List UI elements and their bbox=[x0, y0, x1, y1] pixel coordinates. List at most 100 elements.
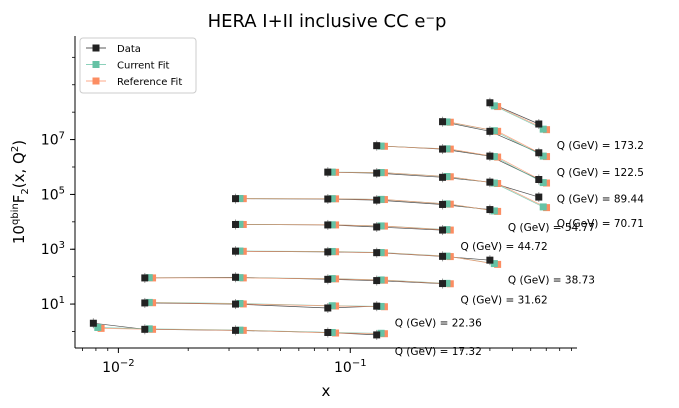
q-bin-label: Q (GeV) = 70.71 bbox=[557, 218, 644, 230]
reference-series-line bbox=[243, 250, 498, 265]
data-point bbox=[486, 127, 494, 135]
current-point bbox=[539, 152, 547, 160]
data-point bbox=[439, 118, 447, 126]
current-point bbox=[377, 168, 385, 176]
y-tick-label: 101 bbox=[41, 295, 65, 313]
current-point bbox=[145, 274, 153, 282]
current-point bbox=[328, 221, 336, 229]
legend-label: Data bbox=[117, 44, 141, 55]
current-point bbox=[377, 195, 385, 203]
current-point bbox=[377, 222, 385, 230]
q-bin-label: Q (GeV) = 22.36 bbox=[395, 317, 482, 329]
legend: Data Current Fit Reference Fit bbox=[79, 37, 197, 94]
q-bin-group: Q (GeV) = 54.77 bbox=[232, 193, 595, 234]
data-point bbox=[324, 304, 332, 312]
data-point bbox=[232, 247, 240, 255]
current-point bbox=[539, 125, 547, 133]
q-bin-label: Q (GeV) = 31.62 bbox=[461, 295, 548, 307]
data-point bbox=[373, 196, 381, 204]
reference-series-line bbox=[243, 198, 498, 212]
data-point bbox=[324, 248, 332, 256]
reference-series-line bbox=[243, 224, 451, 231]
data-point bbox=[439, 226, 447, 234]
current-series-line bbox=[494, 105, 544, 130]
current-point bbox=[377, 302, 385, 310]
data-point bbox=[232, 220, 240, 228]
y-tick-label: 105 bbox=[41, 185, 65, 203]
current-point bbox=[328, 302, 336, 310]
chart-title: HERA I+II inclusive CC e⁻p bbox=[208, 11, 447, 32]
data-point bbox=[232, 273, 240, 281]
current-point bbox=[236, 326, 244, 334]
q-bin-label: Q (GeV) = 17.32 bbox=[395, 346, 482, 358]
current-point bbox=[443, 200, 451, 208]
current-point bbox=[539, 203, 547, 211]
data-point bbox=[439, 200, 447, 208]
current-point bbox=[145, 325, 153, 333]
legend-label: Reference Fit bbox=[117, 77, 182, 88]
current-point bbox=[490, 179, 498, 187]
y-axis-label: 10qbinF2(x, Q2) bbox=[10, 140, 31, 244]
current-point bbox=[443, 252, 451, 260]
data-point bbox=[486, 178, 494, 186]
current-point bbox=[145, 298, 153, 306]
data-point bbox=[324, 195, 332, 203]
data-point bbox=[486, 99, 494, 107]
current-point bbox=[236, 299, 244, 307]
data-point bbox=[324, 168, 332, 176]
current-point bbox=[328, 328, 336, 336]
current-point bbox=[377, 142, 385, 150]
reference-series-line bbox=[152, 277, 451, 285]
data-point bbox=[324, 328, 332, 336]
data-point bbox=[535, 193, 543, 201]
current-point bbox=[236, 220, 244, 228]
data-point bbox=[535, 175, 543, 183]
q-bin-group: Q (GeV) = 70.71 bbox=[324, 167, 644, 230]
data-point bbox=[141, 299, 149, 307]
q-bin-group: Q (GeV) = 17.32 bbox=[89, 318, 482, 358]
data-point bbox=[486, 152, 494, 160]
data-point bbox=[324, 275, 332, 283]
data-point bbox=[141, 325, 149, 333]
data-point bbox=[486, 256, 494, 264]
reference-series-line bbox=[384, 145, 547, 184]
y-tick-label: 103 bbox=[41, 240, 65, 258]
x-tick-label: 10−1 bbox=[334, 358, 367, 376]
legend-marker bbox=[92, 61, 100, 68]
data-point bbox=[486, 206, 494, 214]
current-point bbox=[443, 226, 451, 234]
data-point bbox=[89, 319, 97, 327]
data-point bbox=[232, 300, 240, 308]
q-bin-group: Q (GeV) = 89.44 bbox=[373, 140, 644, 206]
data-point bbox=[439, 173, 447, 181]
q-bin-group: Q (GeV) = 38.73 bbox=[232, 246, 595, 287]
data-point bbox=[232, 326, 240, 334]
current-point bbox=[443, 118, 451, 126]
current-point bbox=[377, 329, 385, 337]
q-bin-group: Q (GeV) = 22.36 bbox=[141, 297, 482, 329]
current-point bbox=[443, 279, 451, 287]
q-bin-label: Q (GeV) = 122.5 bbox=[557, 167, 644, 179]
x-axis-ticks: 10−2 10−1 bbox=[82, 348, 572, 376]
legend-marker bbox=[92, 44, 100, 52]
q-bin-group: Q (GeV) = 173.2 bbox=[486, 97, 644, 152]
q-bin-label: Q (GeV) = 38.73 bbox=[508, 275, 595, 287]
current-point bbox=[539, 179, 547, 187]
current-point bbox=[328, 195, 336, 203]
current-point bbox=[377, 276, 385, 284]
current-series-line bbox=[239, 198, 495, 212]
data-point bbox=[373, 331, 381, 339]
data-point bbox=[141, 274, 149, 282]
data-point bbox=[373, 249, 381, 257]
data-point bbox=[324, 221, 332, 229]
legend-marker bbox=[92, 77, 100, 85]
q-bin-label: Q (GeV) = 44.72 bbox=[461, 241, 548, 253]
plot-area: Q (GeV) = 17.32 Q (GeV) = 22.36 Q (GeV) = … bbox=[89, 97, 644, 358]
current-point bbox=[328, 168, 336, 176]
current-point bbox=[443, 145, 451, 153]
data-series-line bbox=[442, 121, 539, 154]
reference-series-line bbox=[152, 302, 385, 308]
data-point bbox=[373, 142, 381, 150]
q-bin-label: Q (GeV) = 54.77 bbox=[508, 222, 595, 234]
